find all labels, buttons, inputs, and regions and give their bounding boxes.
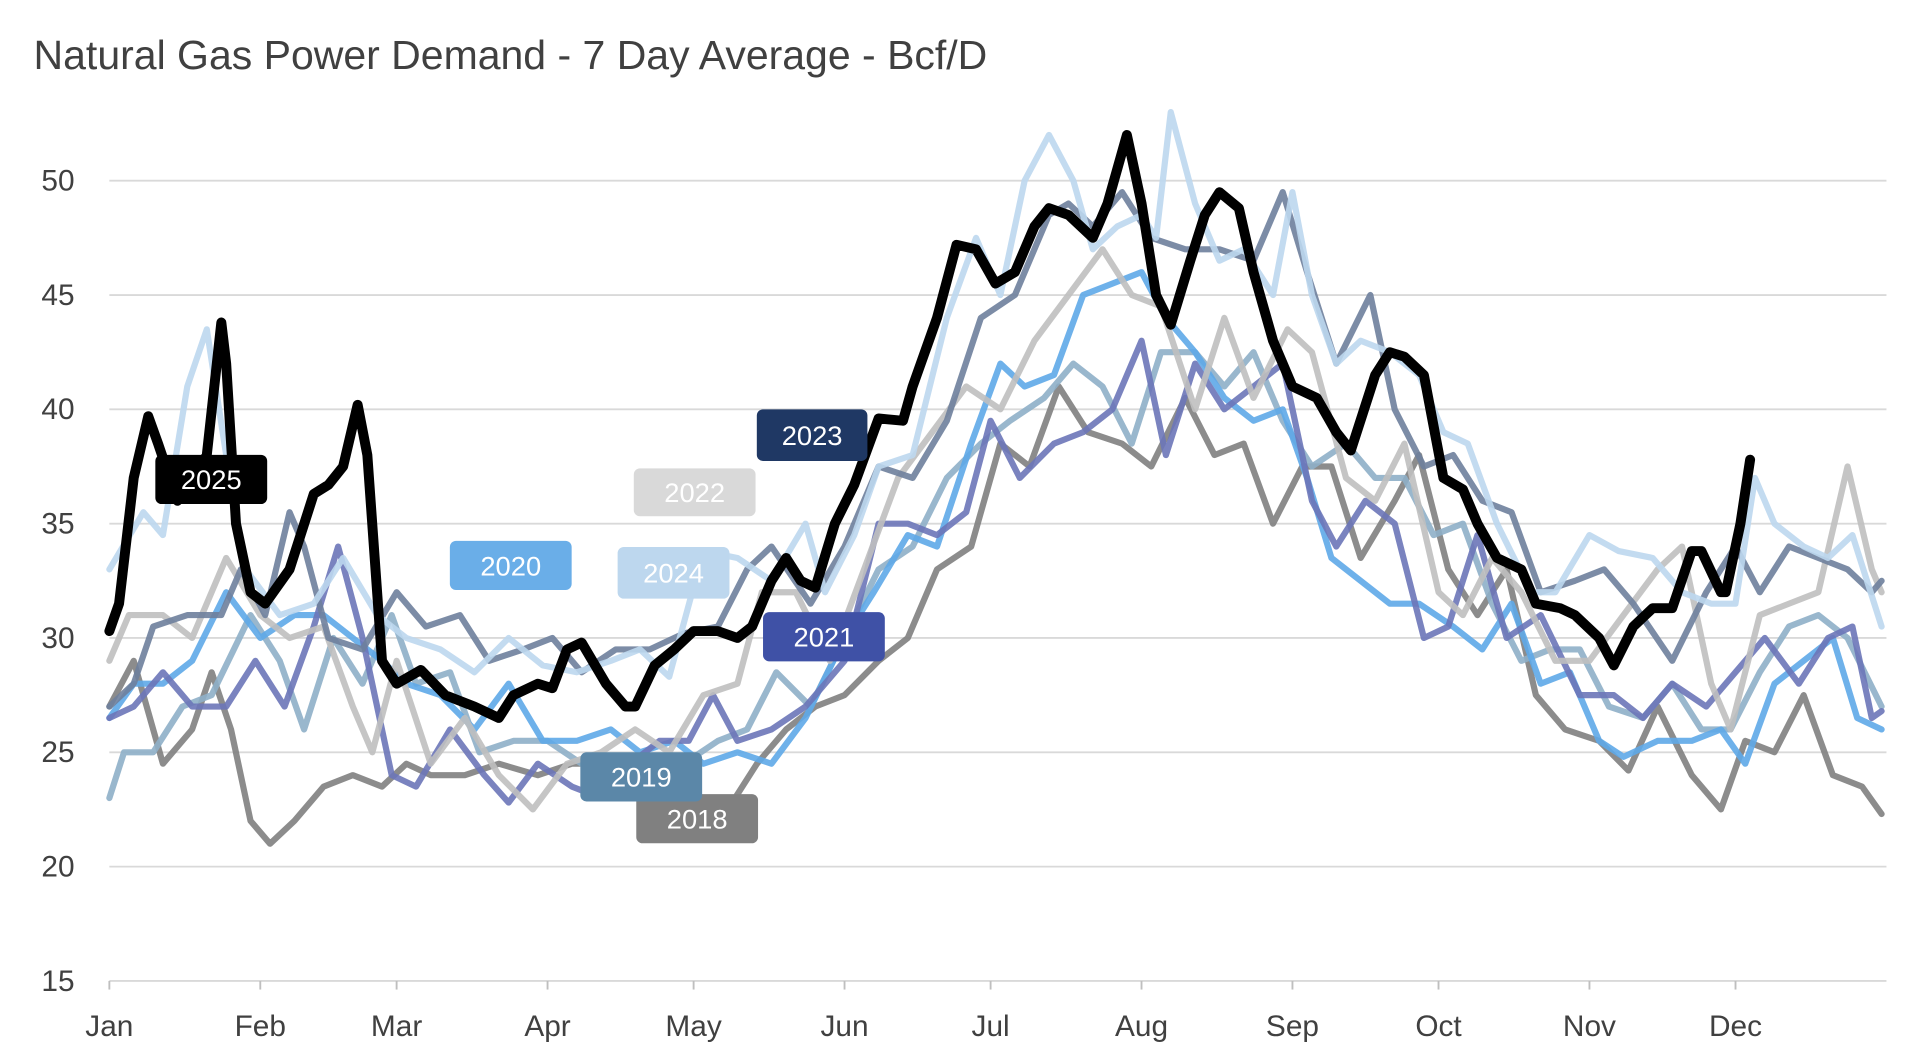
x-tick-label: Sep [1266,1010,1319,1043]
label-text: 2023 [782,420,843,451]
label-text: 2018 [667,804,728,835]
series-line-2022 [106,246,1885,813]
x-tick-label: Jan [85,1010,133,1043]
label-box [763,612,885,662]
series-line-2023 [106,189,1885,710]
label-box [580,752,703,802]
series-label-2019: 2019 [580,752,703,802]
label-text: 2021 [794,622,855,653]
y-tick-label: 15 [41,965,74,998]
series-lines [104,109,1885,847]
label-text: 2022 [664,477,725,508]
label-box [155,454,268,504]
series-label-2021: 2021 [763,612,885,662]
series-label-2022: 2022 [633,468,756,517]
label-box [449,540,572,591]
series-line-2025 [104,130,1756,723]
y-tick-label: 20 [41,851,74,884]
x-tick-label: Feb [235,1010,286,1043]
x-tick-label: Nov [1563,1010,1616,1043]
y-tick-label: 35 [41,508,74,541]
series-label-2018: 2018 [636,794,759,844]
x-tick-label: Jun [820,1010,868,1043]
y-axis: 15 20 25 30 35 40 45 50 [41,165,74,998]
y-tick-label: 50 [41,165,74,198]
label-text: 2025 [181,464,242,495]
series-label-2024: 2024 [617,547,730,599]
label-box [633,468,756,517]
series-line-2024 [106,109,1885,680]
series-line-2018 [106,383,1885,847]
series-line-2021 [106,337,1885,806]
label-text: 2024 [643,558,704,589]
y-tick-label: 40 [41,393,74,426]
series-label-2023: 2023 [756,409,868,461]
x-tick-label: Mar [371,1010,422,1043]
x-tick-label: Apr [524,1010,571,1043]
label-box [756,409,868,461]
x-tick-label: Jul [972,1010,1010,1043]
x-tick-label: May [665,1010,722,1043]
series-label-2020: 2020 [449,540,572,591]
label-box [636,794,759,844]
y-tick-label: 25 [41,736,74,769]
y-tick-label: 45 [41,279,74,312]
x-tick-label: Dec [1709,1010,1762,1043]
x-tick-label: Aug [1115,1010,1168,1043]
label-box [617,547,730,599]
chart-title: Natural Gas Power Demand - 7 Day Average… [34,32,988,78]
x-axis: Jan Feb Mar Apr May Jun Jul Aug Sep Oct Nov Dec [85,980,1762,1043]
series-label-2025: 2025 [155,454,268,504]
y-tick-label: 30 [41,622,74,655]
series-labels: 2018 2019 2020 2021 2022 2023 2024 2025 [155,409,885,844]
x-tick-label: Oct [1415,1010,1462,1043]
label-text: 2019 [611,762,672,793]
label-text: 2020 [480,550,541,581]
